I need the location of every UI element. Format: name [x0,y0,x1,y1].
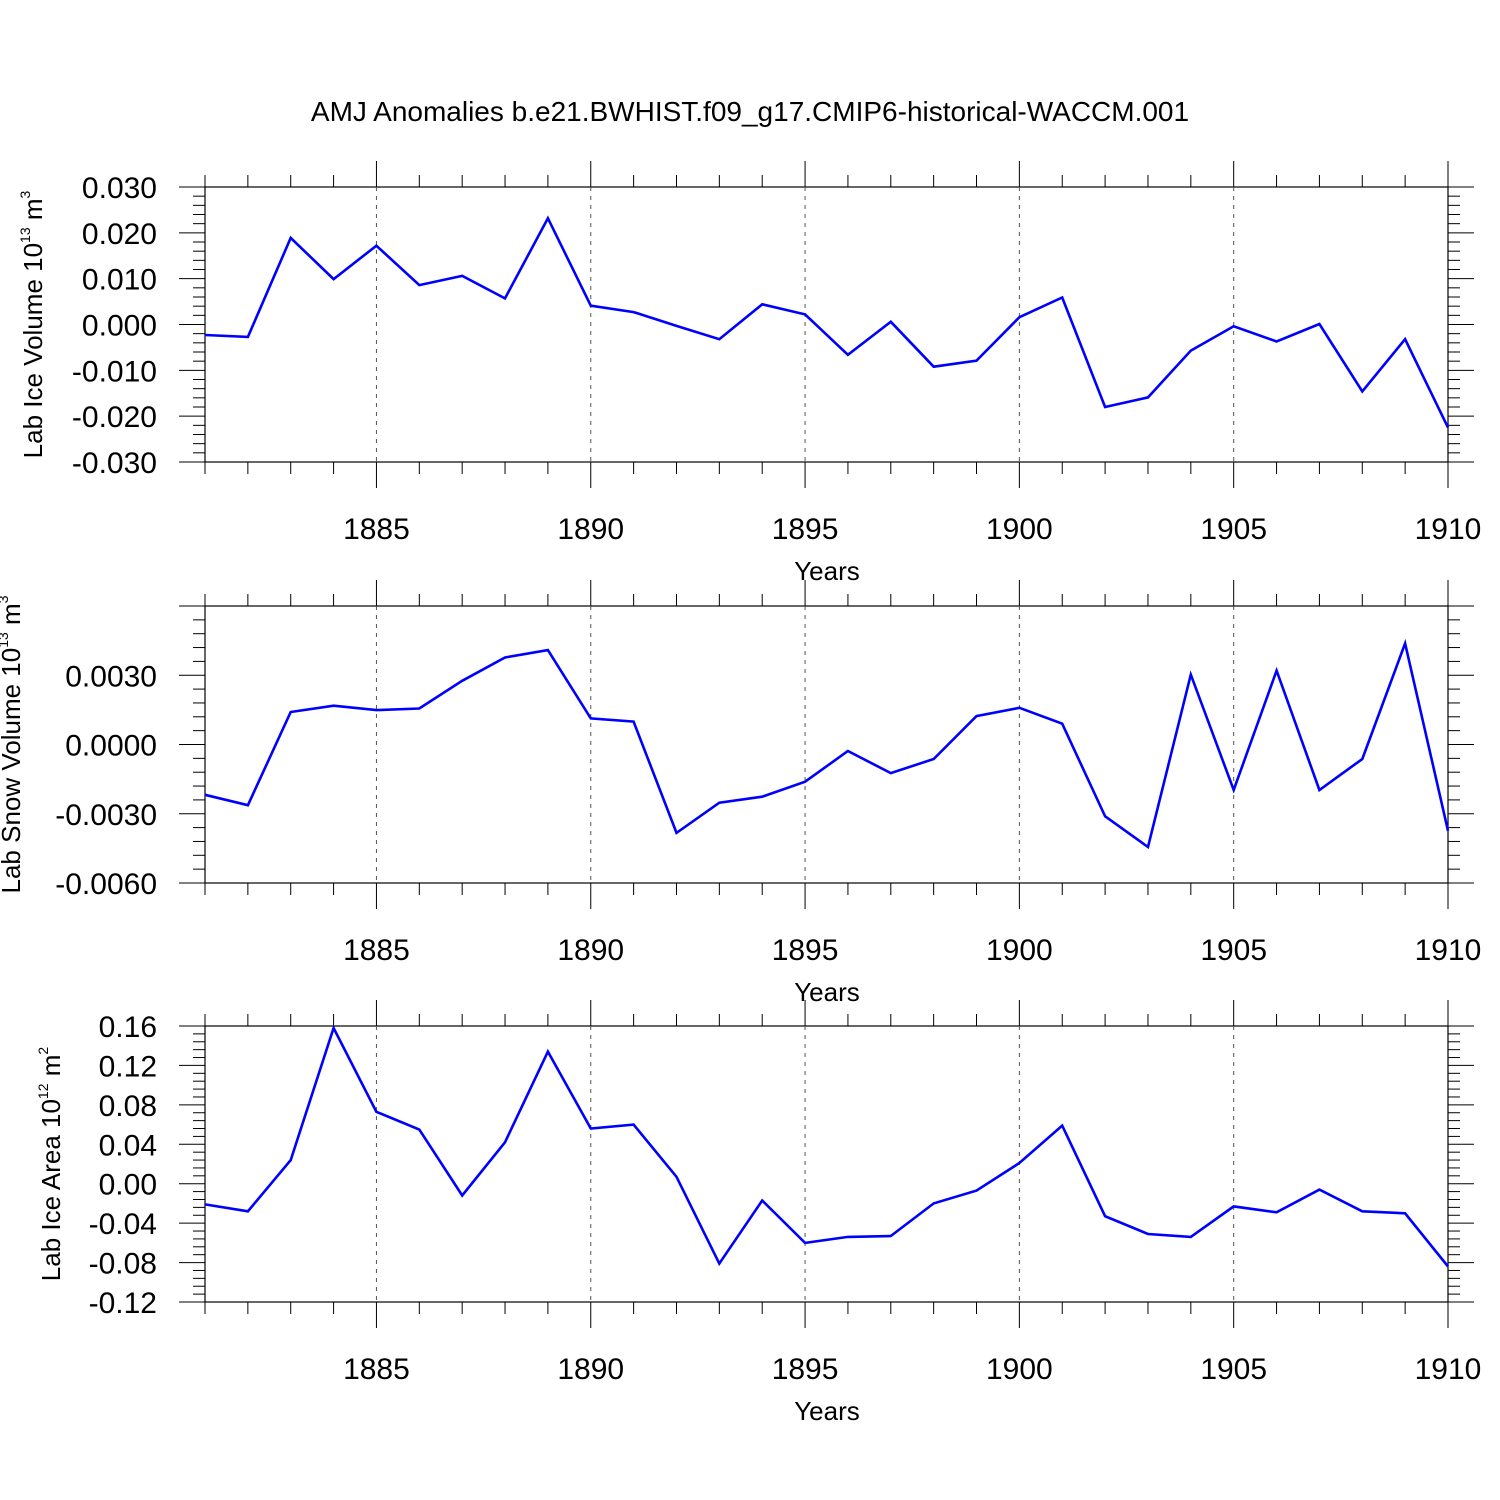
x-axis-label: Years [794,556,860,586]
x-tick-label: 1895 [772,1353,839,1386]
chart-title: AMJ Anomalies b.e21.BWHIST.f09_g17.CMIP6… [310,96,1190,127]
x-tick-label: 1885 [343,513,410,546]
y-tick-label: 0.00 [99,1169,157,1202]
y-tick-label: 0.030 [82,172,157,205]
y-tick-label: 0.04 [99,1129,157,1162]
x-tick-label: 1910 [1415,934,1482,967]
y-tick-label: -0.020 [72,401,157,434]
y-tick-label: -0.010 [72,355,157,388]
panel-3: -0.12 -0.08 -0.04 0.00 0.04 0.08 0.12 0.16 1885 1… [35,1000,1481,1426]
x-tick-label: 1890 [557,1353,624,1386]
y-axis-label: Lab Ice Area 1012 m2 [35,1047,66,1282]
y-tick-label: 0.000 [82,310,157,343]
y-tick-label: 0.020 [82,218,157,251]
y-axis-label: Lab Ice Volume 1013 m3 [17,190,48,458]
x-tick-label: 1895 [772,513,839,546]
x-axis-label: Years [794,977,860,1007]
x-tick-label: 1895 [772,934,839,967]
y-tick-label: -0.08 [89,1248,157,1281]
series-line [204,638,1450,850]
y-tick-label: 0.12 [99,1050,157,1083]
x-tick-label: 1885 [343,1353,410,1386]
y-tick-label: 0.010 [82,264,157,297]
x-tick-label: 1900 [986,1353,1053,1386]
plot-frame [204,186,1449,463]
plot-frame [204,1025,1449,1303]
panel-1: -0.030 -0.020 -0.010 0.000 0.010 0.020 0.030 18… [17,161,1481,586]
x-tick-label: 1885 [343,934,410,967]
series-line [204,1024,1450,1268]
x-tick-label: 1890 [557,934,624,967]
y-axis-label: Lab Snow Volume 1013 m3 [0,595,26,893]
x-axis-label: Years [794,1396,860,1426]
y-tick-label: 0.16 [99,1011,157,1044]
y-tick-label: 0.0030 [65,660,157,693]
x-tick-label: 1905 [1200,1353,1267,1386]
x-tick-label: 1905 [1200,934,1267,967]
plot-frame [204,605,1449,884]
x-tick-label: 1900 [986,513,1053,546]
y-tick-label: -0.030 [72,447,157,480]
x-tick-label: 1910 [1415,513,1482,546]
y-tick-label: -0.12 [89,1287,157,1320]
y-tick-label: 0.0000 [65,730,157,763]
y-tick-label: -0.0030 [55,799,157,832]
x-tick-label: 1900 [986,934,1053,967]
y-tick-label: 0.08 [99,1090,157,1123]
series-line [204,215,1450,429]
x-tick-label: 1905 [1200,513,1267,546]
panel-2: -0.0060 -0.0030 0.0000 0.0030 1885 1890 1895 19… [0,580,1481,1007]
y-tick-label: -0.0060 [55,868,157,901]
x-tick-label: 1910 [1415,1353,1482,1386]
x-tick-label: 1890 [557,513,624,546]
y-tick-label: -0.04 [89,1208,157,1241]
